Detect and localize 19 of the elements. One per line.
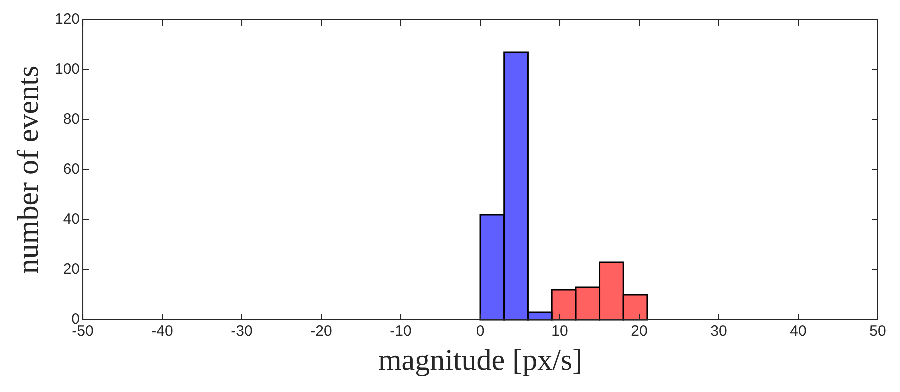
x-tick-label: 20: [631, 323, 648, 340]
x-tick-label: -30: [231, 323, 253, 340]
x-tick-label: -10: [390, 323, 412, 340]
x-tick-label: 0: [476, 323, 485, 340]
x-axis-title: magnitude [px/s]: [378, 344, 583, 377]
x-tick-label: 10: [552, 323, 568, 340]
y-tick-label: 20: [63, 261, 80, 278]
y-tick-label: 100: [54, 61, 80, 78]
y-tick-label: 40: [63, 211, 80, 228]
x-tick-label: -20: [310, 323, 332, 340]
x-tick-label: 50: [870, 323, 886, 340]
y-tick-label: 60: [63, 161, 80, 178]
x-tick-label: -50: [72, 323, 94, 340]
x-tick-label: 30: [710, 323, 728, 340]
x-tick-label: 40: [790, 323, 807, 340]
x-tick-label: -40: [152, 323, 174, 340]
y-tick-label: 120: [54, 11, 80, 28]
y-axis-title: number of events: [12, 66, 45, 274]
y-tick-label: 80: [63, 111, 80, 128]
